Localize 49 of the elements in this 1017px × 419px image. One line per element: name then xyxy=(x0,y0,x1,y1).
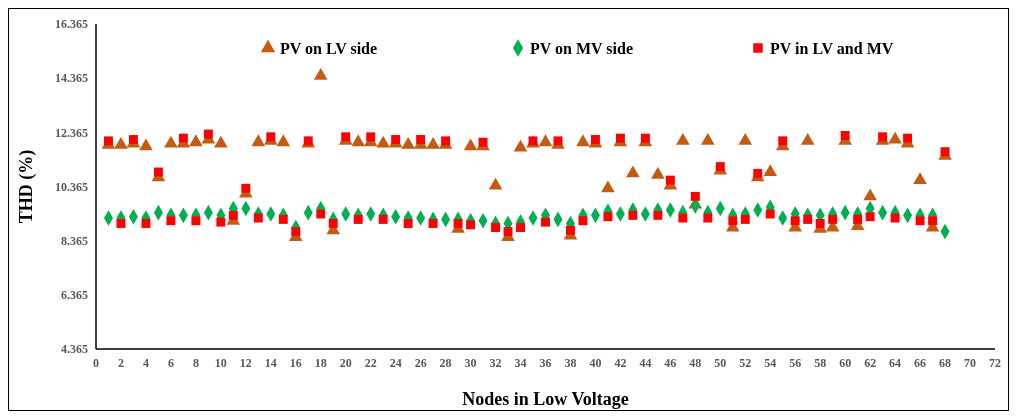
x-tick-label: 56 xyxy=(789,356,802,370)
x-tick-label: 64 xyxy=(889,356,902,370)
x-tick-label: 72 xyxy=(989,356,1001,370)
legend-label: PV on LV side xyxy=(280,39,378,57)
x-tick-label: 6 xyxy=(167,356,174,370)
x-tick-label: 10 xyxy=(214,356,227,370)
x-tick-label: 46 xyxy=(664,356,677,370)
y-tick-label: 6.365 xyxy=(61,288,88,303)
legend-label: PV in LV and MV xyxy=(770,39,894,57)
x-tick-label: 48 xyxy=(689,356,702,370)
x-tick-label: 38 xyxy=(564,356,577,370)
y-tick-label: 16.365 xyxy=(55,17,88,32)
x-tick-label: 44 xyxy=(639,356,652,370)
y-tick-label: 14.365 xyxy=(55,71,88,86)
x-tick-label: 8 xyxy=(192,356,199,370)
x-tick-label: 32 xyxy=(489,356,502,370)
x-tick-label: 42 xyxy=(614,356,627,370)
x-tick-label: 36 xyxy=(539,356,552,370)
x-tick-label: 28 xyxy=(439,356,452,370)
y-tick-label: 12.365 xyxy=(55,125,88,140)
x-axis-title: Nodes in Low Voltage xyxy=(462,389,629,409)
x-tick-label: 24 xyxy=(389,356,402,370)
x-tick-label: 16 xyxy=(289,356,302,370)
x-tick-label: 62 xyxy=(864,356,877,370)
x-tick-label: 52 xyxy=(739,356,752,370)
x-tick-label: 26 xyxy=(414,356,427,370)
x-tick-label: 58 xyxy=(814,356,827,370)
x-tick-label: 68 xyxy=(939,356,952,370)
y-tick-label: 4.365 xyxy=(61,342,88,357)
x-tick-label: 22 xyxy=(364,356,377,370)
x-tick-label: 20 xyxy=(339,356,352,370)
x-tick-label: 4 xyxy=(142,356,149,370)
x-tick-label: 54 xyxy=(764,356,777,370)
y-tick-label: 8.365 xyxy=(61,233,88,248)
x-tick-label: 30 xyxy=(464,356,477,370)
y-axis-title: THD (%) xyxy=(16,149,37,224)
x-tick-label: 66 xyxy=(914,356,927,370)
x-tick-label: 2 xyxy=(117,356,124,370)
x-tick-label: 40 xyxy=(589,356,602,370)
x-tick-label: 12 xyxy=(239,356,252,370)
x-tick-label: 0 xyxy=(93,356,99,370)
legend-label: PV on MV side xyxy=(530,39,633,57)
x-tick-label: 18 xyxy=(314,356,327,370)
x-tick-label: 70 xyxy=(964,356,977,370)
x-tick-label: 60 xyxy=(839,356,852,370)
x-tick-label: 34 xyxy=(514,356,527,370)
x-tick-label: 50 xyxy=(714,356,727,370)
x-tick-label: 14 xyxy=(264,356,277,370)
y-tick-label: 10.365 xyxy=(55,179,88,194)
